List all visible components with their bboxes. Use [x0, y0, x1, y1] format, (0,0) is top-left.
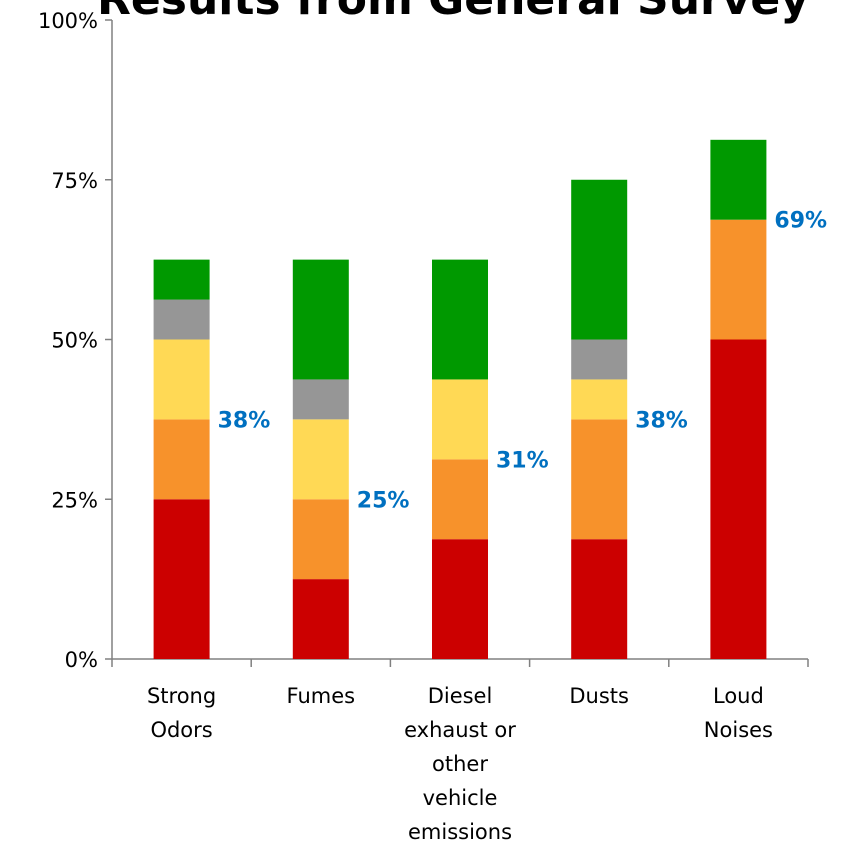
- chart-title: Results from General Survey: [97, 0, 809, 25]
- data-label: 38%: [218, 408, 271, 433]
- bar-segment: [432, 539, 488, 659]
- bar-segment: [571, 539, 628, 659]
- bar-segment: [571, 379, 628, 420]
- bar-segment: [292, 579, 349, 659]
- bar-segment: [292, 379, 349, 420]
- y-tick-label: 75%: [51, 169, 98, 193]
- data-label: 31%: [496, 448, 549, 473]
- x-category-label: Loud Noises: [704, 684, 773, 742]
- bar-segment: [571, 179, 628, 340]
- x-category-label: Diesel exhaust or other vehicle emissions: [404, 684, 516, 844]
- bar-segment: [571, 339, 628, 380]
- bar-segment: [292, 499, 349, 580]
- y-tick-label: 0%: [65, 648, 98, 672]
- bar-segment: [710, 219, 767, 340]
- plot-area: 0% 25% 50% 75% 100% Strong Odors Fumes Diesel exh…: [38, 9, 827, 844]
- bar-segment: [571, 419, 628, 540]
- y-tick-label: 50%: [51, 329, 98, 353]
- bar-segment: [710, 139, 767, 220]
- bar-segment: [432, 459, 488, 540]
- bar-segment: [153, 259, 210, 300]
- bar-segment: [710, 339, 767, 659]
- bar-segment: [292, 259, 349, 380]
- bar-segment: [432, 259, 488, 380]
- x-category-label: Strong Odors: [147, 684, 216, 742]
- bar-segment: [432, 379, 488, 460]
- bar-segment: [153, 499, 210, 659]
- bar-segment: [153, 299, 210, 340]
- data-label: 38%: [635, 408, 688, 433]
- bar-segment: [153, 419, 210, 500]
- y-tick-label: 100%: [38, 9, 98, 33]
- x-category-label: Dusts: [569, 684, 629, 708]
- data-label: 69%: [774, 209, 827, 234]
- x-category-label: Fumes: [287, 684, 356, 708]
- bar-segment: [153, 339, 210, 420]
- bar-segment: [292, 419, 349, 500]
- data-label: 25%: [357, 488, 410, 513]
- y-tick-label: 25%: [51, 488, 98, 512]
